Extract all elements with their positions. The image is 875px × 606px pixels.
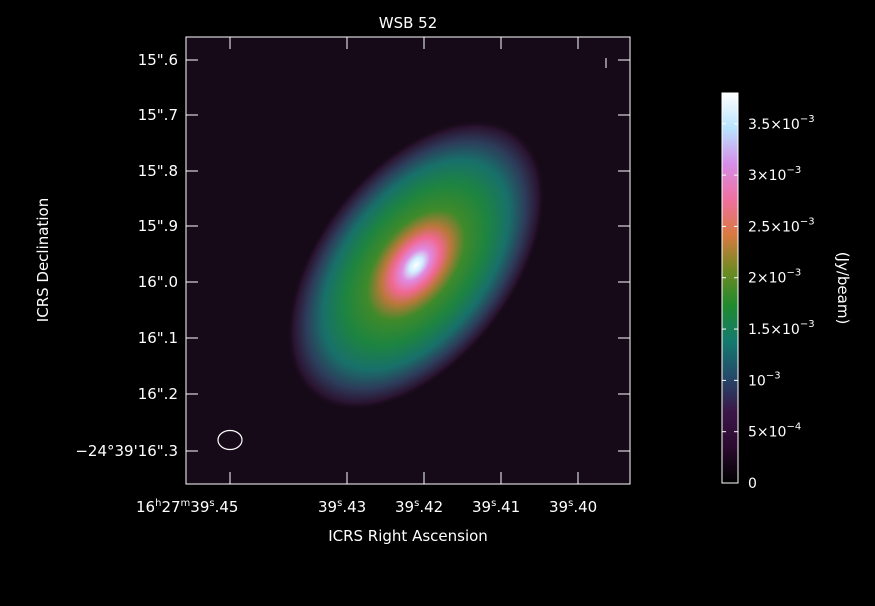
- y-tick-labels: 15".6 15".7 15".8 15".9 16".0 16".1 16".2 −24°3…: [75, 51, 178, 460]
- x-axis-label: ICRS Right Ascension: [328, 527, 488, 545]
- y-tick-label: 16".2: [138, 385, 178, 403]
- x-tick-label: 39s.41: [472, 498, 520, 516]
- y-tick-label: 15".6: [138, 51, 178, 69]
- beam-ellipse: [217, 429, 243, 451]
- x-tick-label: 39s.42: [395, 498, 443, 516]
- x-tick-label: 16h27m39s.45: [136, 498, 238, 516]
- y-tick-label: 16".0: [138, 273, 178, 291]
- colorbar-tick-label: 0: [748, 476, 757, 492]
- colorbar-tick-label: 2×10−3: [748, 268, 801, 287]
- y-tick-label: 16".1: [138, 329, 178, 347]
- y-tick-label: 15".8: [138, 162, 178, 180]
- plot-frame: [185, 36, 631, 485]
- colorbar-tick-label: 10−3: [748, 370, 781, 389]
- colorbar: [721, 92, 739, 484]
- y-tick-label: 15".9: [138, 217, 178, 235]
- colorbar-label: (Jy/beam): [834, 252, 852, 325]
- y-axis-label: ICRS Declination: [34, 198, 52, 322]
- colorbar-tick-label: 2.5×10−3: [748, 216, 815, 235]
- chart-title: WSB 52: [379, 14, 438, 32]
- colorbar-tick-label: 5×10−4: [748, 422, 801, 441]
- source-emission: [286, 119, 546, 411]
- colorbar-ticks: 0 5×10−4 10−3 1.5×10−3 2×10−3 2.5×10−3 3×10−3 3…: [722, 114, 815, 492]
- axis-ticks: [186, 37, 630, 484]
- colorbar-tick-label: 3×10−3: [748, 165, 801, 184]
- x-tick-label: 39s.43: [318, 498, 366, 516]
- colorbar-tick-label: 1.5×10−3: [748, 319, 815, 338]
- x-tick-label: 39s.40: [549, 498, 597, 516]
- y-tick-label: −24°39'16".3: [75, 442, 178, 460]
- y-tick-label: 15".7: [138, 106, 178, 124]
- colorbar-tick-label: 3.5×10−3: [748, 114, 815, 133]
